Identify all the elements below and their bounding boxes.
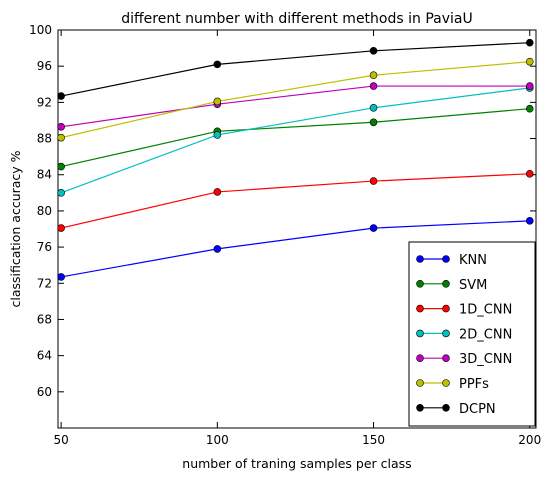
y-tick-label: 92 xyxy=(37,95,52,109)
legend-item: 1D_CNN xyxy=(416,303,512,318)
data-point xyxy=(525,38,534,47)
x-tick-label: 150 xyxy=(362,433,385,447)
series-line xyxy=(60,173,530,229)
legend-marker xyxy=(416,379,424,387)
y-axis-label: classification accuracy % xyxy=(8,150,23,307)
data-point xyxy=(57,133,65,142)
x-axis-label: number of traning samples per class xyxy=(182,456,411,471)
legend-item: KNN xyxy=(416,253,487,268)
series-line xyxy=(61,42,530,97)
legend-marker xyxy=(416,255,424,263)
y-tick-label: 96 xyxy=(37,59,52,73)
series-line xyxy=(61,220,530,278)
y-tick-label: 100 xyxy=(29,23,52,37)
data-point xyxy=(525,82,534,90)
series-1d-cnn xyxy=(57,170,534,232)
data-point xyxy=(369,177,378,185)
data-point xyxy=(213,245,222,253)
y-tick-label: 84 xyxy=(37,168,52,182)
chart-title: different number with different methods … xyxy=(121,11,472,27)
data-point xyxy=(369,224,378,232)
legend-marker xyxy=(442,403,450,412)
x-tick-label: 200 xyxy=(518,433,541,447)
data-point xyxy=(57,224,65,232)
x-tick-label: 50 xyxy=(53,433,68,447)
series-line xyxy=(61,85,530,128)
legend-marker xyxy=(416,403,424,412)
series-dcpn xyxy=(57,38,534,100)
y-tick-label: 64 xyxy=(37,349,52,363)
data-point xyxy=(369,82,378,90)
data-point xyxy=(369,103,378,112)
data-point xyxy=(57,162,65,171)
legend-marker xyxy=(416,354,424,363)
data-point xyxy=(525,104,534,113)
data-point xyxy=(369,118,378,127)
series-svm xyxy=(57,104,534,171)
legend-marker xyxy=(416,304,424,313)
axis-ticks: 50 100 150 200 60 64 68 72 76 80 84 88 92 96 100 xyxy=(29,23,541,447)
legend-marker xyxy=(442,329,450,338)
legend: KNN SVM 1D_CNN 2D_CNN 3D_CNN PPFs DCPN xyxy=(408,241,536,427)
data-point xyxy=(57,122,65,131)
legend-label: KNN xyxy=(459,253,487,268)
legend-marker xyxy=(416,329,424,338)
data-point xyxy=(369,71,378,80)
series-ppfs xyxy=(57,57,534,142)
series-line xyxy=(60,61,530,139)
legend-marker xyxy=(416,279,424,288)
legend-label: 3D_CNN xyxy=(459,352,512,367)
legend-marker xyxy=(442,354,450,363)
legend-label: 2D_CNN xyxy=(459,327,512,342)
legend-label: 1D_CNN xyxy=(459,303,512,318)
data-point xyxy=(369,47,378,55)
data-point xyxy=(525,57,534,66)
legend-item: PPFs xyxy=(416,377,489,392)
data-point xyxy=(213,188,222,196)
legend-label: SVM xyxy=(459,278,487,293)
legend-item: 2D_CNN xyxy=(416,327,512,342)
y-tick-label: 60 xyxy=(37,385,52,399)
data-point xyxy=(213,131,222,139)
data-point xyxy=(57,92,65,100)
legend-item: SVM xyxy=(416,278,487,293)
data-point xyxy=(57,189,65,197)
series-line xyxy=(60,108,530,168)
legend-marker xyxy=(442,279,450,288)
series-layer xyxy=(57,38,534,281)
data-point xyxy=(57,273,65,281)
legend-label: DCPN xyxy=(459,402,496,417)
data-point xyxy=(525,217,534,225)
data-point xyxy=(213,60,222,69)
y-tick-label: 76 xyxy=(37,240,52,254)
legend-item: 3D_CNN xyxy=(416,352,512,367)
series-knn xyxy=(57,217,534,281)
y-tick-label: 72 xyxy=(37,276,52,290)
data-point xyxy=(213,97,222,106)
legend-item: DCPN xyxy=(416,402,496,417)
y-tick-label: 80 xyxy=(37,204,52,218)
legend-marker xyxy=(442,255,450,263)
legend-label: PPFs xyxy=(459,377,489,392)
data-point xyxy=(525,170,534,178)
y-tick-label: 88 xyxy=(37,132,52,146)
series-line xyxy=(60,87,530,194)
legend-marker xyxy=(442,304,450,313)
x-tick-label: 100 xyxy=(206,433,229,447)
legend-marker xyxy=(442,379,450,387)
y-tick-label: 68 xyxy=(37,312,52,326)
